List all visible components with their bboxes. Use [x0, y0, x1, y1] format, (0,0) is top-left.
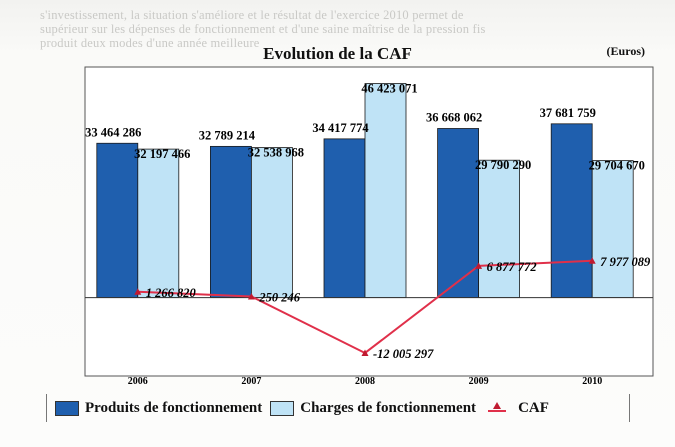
legend-label-produits: Produits de fonctionnement: [85, 399, 263, 416]
data-label-caf: 6 877 772: [487, 260, 537, 274]
caf-point: [247, 292, 255, 300]
legend-label-caf: CAF: [518, 399, 549, 416]
bar-produits: [96, 142, 139, 298]
caf-point: [361, 349, 369, 356]
legend-swatch-produits: [55, 400, 79, 416]
legend-item-charges: Charges de fonctionnement: [262, 400, 476, 417]
data-label-caf: -12 005 297: [373, 347, 434, 361]
data-label-produits: 33 464 286: [85, 125, 141, 139]
legend-item-caf: CAF: [476, 400, 549, 417]
x-tick-label: 2010: [582, 376, 602, 387]
bar-charges: [250, 147, 293, 298]
data-label-caf: 7 977 089: [600, 255, 651, 269]
x-tick-label: 2007: [241, 376, 261, 387]
data-label-caf: 1 266 820: [146, 286, 197, 300]
background-text-line-3: produit deux modes d'une année meilleure: [40, 36, 260, 50]
data-label-produits: 36 668 062: [426, 110, 482, 124]
legend-swatch-charges: [270, 400, 295, 416]
x-tick-label: 2009: [469, 376, 489, 387]
x-tick-label: 2008: [355, 376, 375, 387]
data-label-charges: 46 423 071: [361, 81, 417, 95]
bar-layer: [96, 83, 634, 298]
bar-charges: [478, 159, 521, 298]
legend-item-produits: Produits de fonctionnement: [47, 400, 262, 417]
caf-point: [134, 288, 142, 295]
chart-title: Evolution de la CAF: [263, 44, 412, 63]
data-label-charges: 29 704 670: [589, 159, 645, 173]
bar-charges: [364, 83, 407, 298]
legend: Produits de fonctionnement Charges de fo…: [46, 394, 630, 422]
data-label-caf: 250 246: [258, 290, 300, 304]
legend-label-charges: Charges de fonctionnement: [300, 399, 477, 416]
unit-label: (Euros): [606, 44, 645, 58]
background-text-line-1: s'investissement, la situation s'amélior…: [40, 8, 464, 22]
data-label-charges: 32 197 466: [134, 147, 190, 161]
data-label-produits: 37 681 759: [540, 106, 596, 120]
caf-point: [475, 262, 483, 269]
background-text-line-2: supérieur sur les dépenses de fonctionne…: [40, 22, 486, 36]
legend-marker-caf: [486, 401, 508, 415]
bar-produits: [437, 128, 480, 298]
x-tick-label: 2006: [128, 376, 148, 387]
data-label-produits: 32 789 214: [199, 128, 256, 142]
bar-produits: [323, 138, 366, 298]
caf-point: [588, 257, 596, 264]
data-label-produits: 34 417 774: [312, 121, 369, 135]
bar-produits: [209, 145, 252, 298]
bar-produits: [550, 123, 593, 298]
bar-charges: [137, 148, 180, 298]
caf-line-layer: [134, 257, 596, 356]
label-layer: 2006 33 464 286 32 197 466 2007 32 789 214 32…: [85, 81, 651, 387]
bar-charges: [591, 160, 634, 298]
data-label-charges: 32 538 968: [248, 146, 304, 160]
data-label-charges: 29 790 290: [475, 158, 531, 172]
